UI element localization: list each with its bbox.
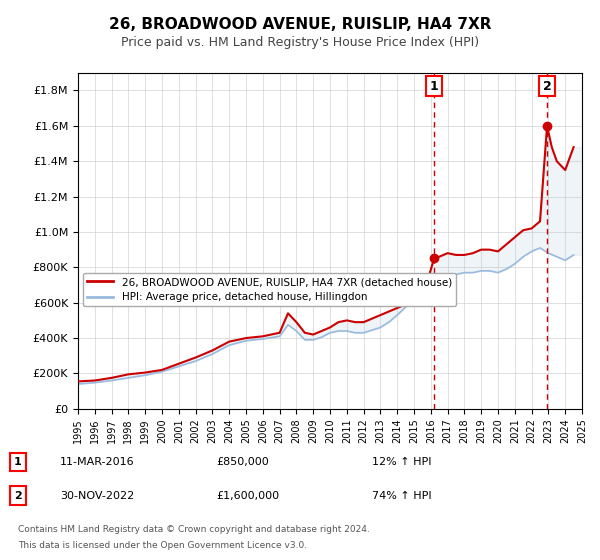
Text: 26, BROADWOOD AVENUE, RUISLIP, HA4 7XR: 26, BROADWOOD AVENUE, RUISLIP, HA4 7XR — [109, 17, 491, 32]
Text: Price paid vs. HM Land Registry's House Price Index (HPI): Price paid vs. HM Land Registry's House … — [121, 36, 479, 49]
Text: 11-MAR-2016: 11-MAR-2016 — [60, 457, 134, 467]
Text: 1: 1 — [430, 80, 439, 93]
Text: £850,000: £850,000 — [216, 457, 269, 467]
Text: 2: 2 — [542, 80, 551, 93]
Text: 12% ↑ HPI: 12% ↑ HPI — [372, 457, 431, 467]
Text: This data is licensed under the Open Government Licence v3.0.: This data is licensed under the Open Gov… — [18, 542, 307, 550]
Text: £1,600,000: £1,600,000 — [216, 491, 279, 501]
Text: 74% ↑ HPI: 74% ↑ HPI — [372, 491, 431, 501]
Text: Contains HM Land Registry data © Crown copyright and database right 2024.: Contains HM Land Registry data © Crown c… — [18, 525, 370, 534]
Text: 1: 1 — [14, 457, 22, 467]
Legend: 26, BROADWOOD AVENUE, RUISLIP, HA4 7XR (detached house), HPI: Average price, det: 26, BROADWOOD AVENUE, RUISLIP, HA4 7XR (… — [83, 273, 456, 306]
Text: 30-NOV-2022: 30-NOV-2022 — [60, 491, 134, 501]
Text: 2: 2 — [14, 491, 22, 501]
